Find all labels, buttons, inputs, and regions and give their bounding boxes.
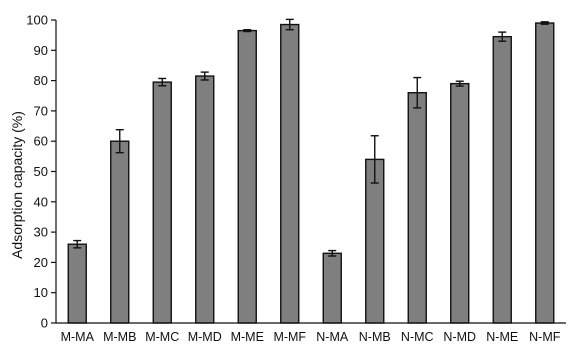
error-bar	[455, 80, 464, 87]
y-tick-label: 20	[34, 255, 48, 270]
error-bar	[540, 21, 549, 25]
x-tick-label: M-MD	[188, 330, 222, 344]
y-tick-label: 30	[34, 225, 48, 240]
error-bar	[285, 18, 294, 31]
y-tick-label: 60	[34, 134, 48, 149]
y-tick-label: 100	[26, 13, 48, 28]
x-tick-label: M-MB	[103, 330, 136, 344]
y-axis-title: Adsorption capacity (%)	[9, 111, 25, 259]
error-bar	[115, 128, 124, 154]
x-tick-label: N-MA	[316, 330, 349, 344]
error-bar	[328, 249, 337, 257]
y-tick-label: 80	[34, 73, 48, 88]
bar	[110, 140, 130, 324]
x-tick-label: N-MB	[359, 330, 391, 344]
error-bar	[243, 28, 252, 33]
y-tick-label: 10	[34, 285, 48, 300]
error-bar	[498, 31, 507, 42]
bars	[67, 22, 555, 324]
x-tick-label: M-MC	[145, 330, 179, 344]
y-axis: 0 10 20 30 40 50 60 70 80 90 100	[26, 13, 57, 331]
bar	[322, 252, 342, 324]
bar	[535, 22, 555, 324]
x-tick-label: M-MF	[273, 330, 306, 344]
y-tick-label: 50	[34, 164, 48, 179]
y-tick-label: 70	[34, 103, 48, 118]
error-bars	[73, 18, 549, 257]
bar	[492, 35, 512, 324]
y-tick-label: 90	[34, 43, 48, 58]
x-tick-label: M-ME	[231, 330, 264, 344]
bar	[365, 158, 385, 324]
bar	[195, 75, 215, 324]
bar	[152, 81, 172, 324]
x-axis: M-MA M-MB M-MC M-MD M-ME M-MF N-MA N-MB N-MC N-MD…	[56, 322, 566, 344]
error-bar	[413, 76, 422, 109]
bar	[407, 92, 427, 324]
x-tick-label: M-MA	[61, 330, 95, 344]
error-bar	[370, 135, 379, 184]
bar	[450, 82, 470, 324]
x-tick-label: N-MC	[401, 330, 434, 344]
error-bar	[73, 239, 82, 249]
x-tick-label: N-ME	[486, 330, 518, 344]
error-bar	[200, 71, 209, 81]
y-tick-label: 0	[41, 316, 48, 331]
error-bar	[158, 77, 167, 87]
x-tick-label: N-MF	[529, 330, 561, 344]
y-tick-label: 40	[34, 194, 48, 209]
bar	[67, 243, 87, 324]
bar	[280, 23, 300, 324]
x-tick-label: N-MD	[443, 330, 476, 344]
bar	[237, 29, 257, 324]
